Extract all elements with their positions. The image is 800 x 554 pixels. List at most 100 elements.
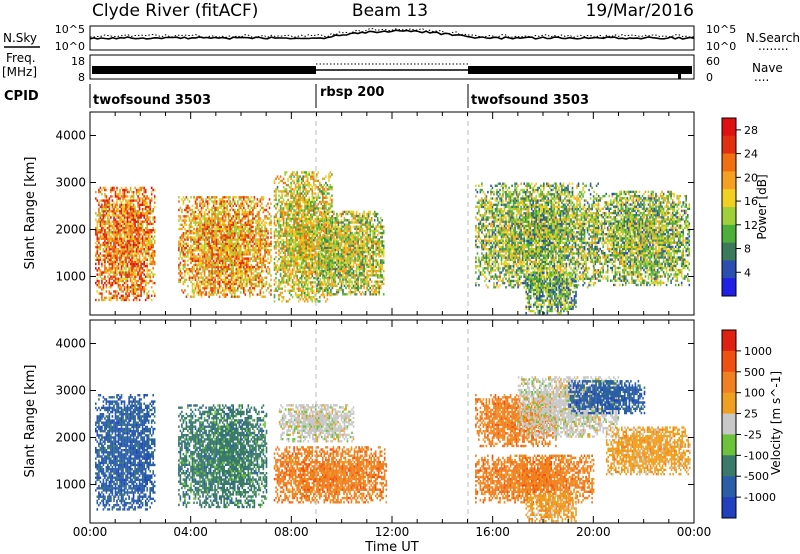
echo-cell-power-cells-2 — [297, 215, 300, 218]
echo-cell-power-cells-1 — [230, 251, 233, 254]
echo-cell-power-cells-1 — [268, 242, 271, 245]
echo-cell-power-cells-2 — [300, 238, 303, 242]
echo-cell-power-cells-0 — [125, 220, 127, 223]
echo-cell-power-cells-0 — [104, 188, 106, 192]
echo-cell-power-cells-1 — [214, 272, 216, 275]
echo-cell-power-cells-1 — [250, 213, 253, 216]
echo-cell-power-cells-1 — [191, 284, 194, 288]
echo-cell-power-cells-3 — [318, 246, 320, 249]
echo-cell-power-cells-0 — [111, 226, 114, 230]
echo-cell-power-cells-0 — [120, 265, 123, 268]
echo-cell-power-cells-1 — [256, 253, 259, 256]
echo-cell-power-cells-0 — [141, 203, 144, 206]
echo-cell-power-cells-2 — [306, 285, 309, 288]
echo-cell-power-cells-0 — [117, 292, 120, 295]
echo-cell-power-cells-2 — [285, 194, 288, 197]
echo-cell-power-cells-2 — [282, 190, 285, 193]
echo-cell-power-cells-0 — [95, 245, 97, 249]
echo-cell-power-cells-0 — [144, 254, 147, 257]
echo-cell-power-cells-0 — [116, 233, 118, 236]
echo-cell-power-cells-0 — [128, 226, 130, 230]
echo-cell-power-cells-1 — [208, 225, 210, 229]
echo-cell-power-cells-0 — [96, 256, 99, 259]
echo-cell-power-cells-0 — [125, 250, 127, 253]
freq-band-segment-3 — [468, 66, 692, 74]
echo-cell-power-cells-1 — [241, 274, 244, 277]
echo-cell-power-cells-2 — [308, 234, 310, 237]
echo-cell-power-cells-2 — [294, 270, 297, 273]
echo-cell-power-cells-0 — [99, 258, 102, 261]
echo-cell-power-cells-2 — [311, 190, 314, 193]
echo-cell-power-cells-1 — [229, 208, 231, 212]
echo-cell-power-cells-2 — [316, 287, 318, 290]
echo-cell-power-cells-0 — [147, 233, 150, 236]
echo-cell-power-cells-0 — [141, 235, 144, 238]
echo-cell-power-cells-1 — [220, 232, 222, 235]
echo-cell-power-cells-2 — [300, 219, 303, 223]
echo-cell-power-cells-1 — [256, 213, 259, 216]
echo-cell-power-cells-1 — [217, 261, 219, 265]
echo-cell-power-cells-1 — [191, 287, 194, 290]
echo-cell-power-cells-2 — [287, 281, 289, 284]
echo-cell-power-cells-1 — [199, 291, 201, 294]
echo-cell-power-cells-1 — [202, 268, 204, 271]
echo-cell-power-cells-2 — [282, 207, 285, 210]
echo-cell-power-cells-0 — [152, 222, 154, 226]
echo-cell-power-cells-0 — [144, 298, 147, 302]
echo-cell-power-cells-0 — [135, 214, 138, 217]
echo-cell-power-cells-0 — [125, 195, 127, 198]
echo-cell-power-cells-0 — [110, 248, 112, 251]
echo-cell-power-cells-1 — [205, 217, 207, 220]
echo-cell-power-cells-1 — [212, 282, 215, 286]
echo-cell-power-cells-1 — [221, 278, 224, 281]
echo-cell-power-cells-1 — [199, 249, 201, 252]
echo-cell-power-cells-1 — [205, 229, 207, 233]
echo-cell-power-cells-1 — [262, 219, 265, 222]
echo-cell-power-cells-1 — [232, 261, 234, 265]
echo-cell-power-cells-0 — [138, 241, 141, 245]
echo-cell-power-cells-2 — [281, 281, 283, 284]
echo-cell-power-cells-1 — [238, 227, 241, 231]
echo-cell-power-cells-2 — [296, 232, 298, 235]
echo-cell-power-cells-1 — [247, 276, 250, 279]
echo-cell-power-cells-0 — [125, 188, 127, 192]
echo-cell-power-cells-2 — [313, 200, 315, 204]
echo-cell-power-cells-1 — [215, 217, 218, 220]
echo-cell-power-cells-1 — [226, 229, 228, 233]
echo-cell-power-cells-1 — [252, 282, 254, 286]
noise-left-tick-top: 10^5 — [55, 23, 85, 36]
echo-cell-power-cells-1 — [221, 253, 224, 256]
echo-cell-power-cells-1 — [241, 238, 244, 241]
echo-cell-power-cells-1 — [197, 291, 200, 294]
echo-cell-power-cells-1 — [209, 293, 212, 296]
echo-cell-power-cells-0 — [144, 231, 147, 234]
echo-cell-power-cells-2 — [310, 272, 312, 276]
echo-cell-power-cells-1 — [212, 259, 215, 262]
echo-cell-power-cells-2 — [275, 198, 277, 202]
echo-cell-power-cells-2 — [278, 232, 280, 235]
echo-cell-power-cells-1 — [243, 263, 245, 267]
echo-cell-power-cells-1 — [211, 219, 213, 222]
echo-cell-power-cells-0 — [108, 237, 111, 240]
echo-cell-power-cells-1 — [261, 244, 263, 248]
echo-cell-power-cells-0 — [152, 210, 154, 213]
echo-cell-power-cells-1 — [197, 287, 200, 290]
echo-cell-power-cells-1 — [243, 265, 245, 269]
echo-cell-power-cells-2 — [296, 230, 298, 233]
echo-cell-power-cells-1 — [215, 246, 218, 250]
echo-cell-power-cells-3 — [319, 233, 322, 237]
echo-cell-power-cells-1 — [240, 249, 242, 252]
echo-cell-power-cells-0 — [99, 212, 102, 215]
echo-cell-power-cells-2 — [317, 215, 320, 218]
echo-cell-power-cells-0 — [120, 241, 123, 245]
echo-cell-power-cells-2 — [287, 202, 289, 206]
echo-cell-power-cells-1 — [262, 282, 265, 286]
echo-cell-power-cells-2 — [325, 276, 327, 280]
echo-cell-power-cells-1 — [243, 213, 245, 216]
echo-cell-power-cells-0 — [116, 279, 118, 283]
echo-cell-power-cells-1 — [247, 229, 250, 233]
echo-cell-power-cells-2 — [319, 219, 321, 223]
echo-cell-power-cells-2 — [314, 266, 317, 269]
echo-cell-power-cells-2 — [311, 243, 314, 246]
echo-cell-power-cells-0 — [122, 245, 124, 249]
